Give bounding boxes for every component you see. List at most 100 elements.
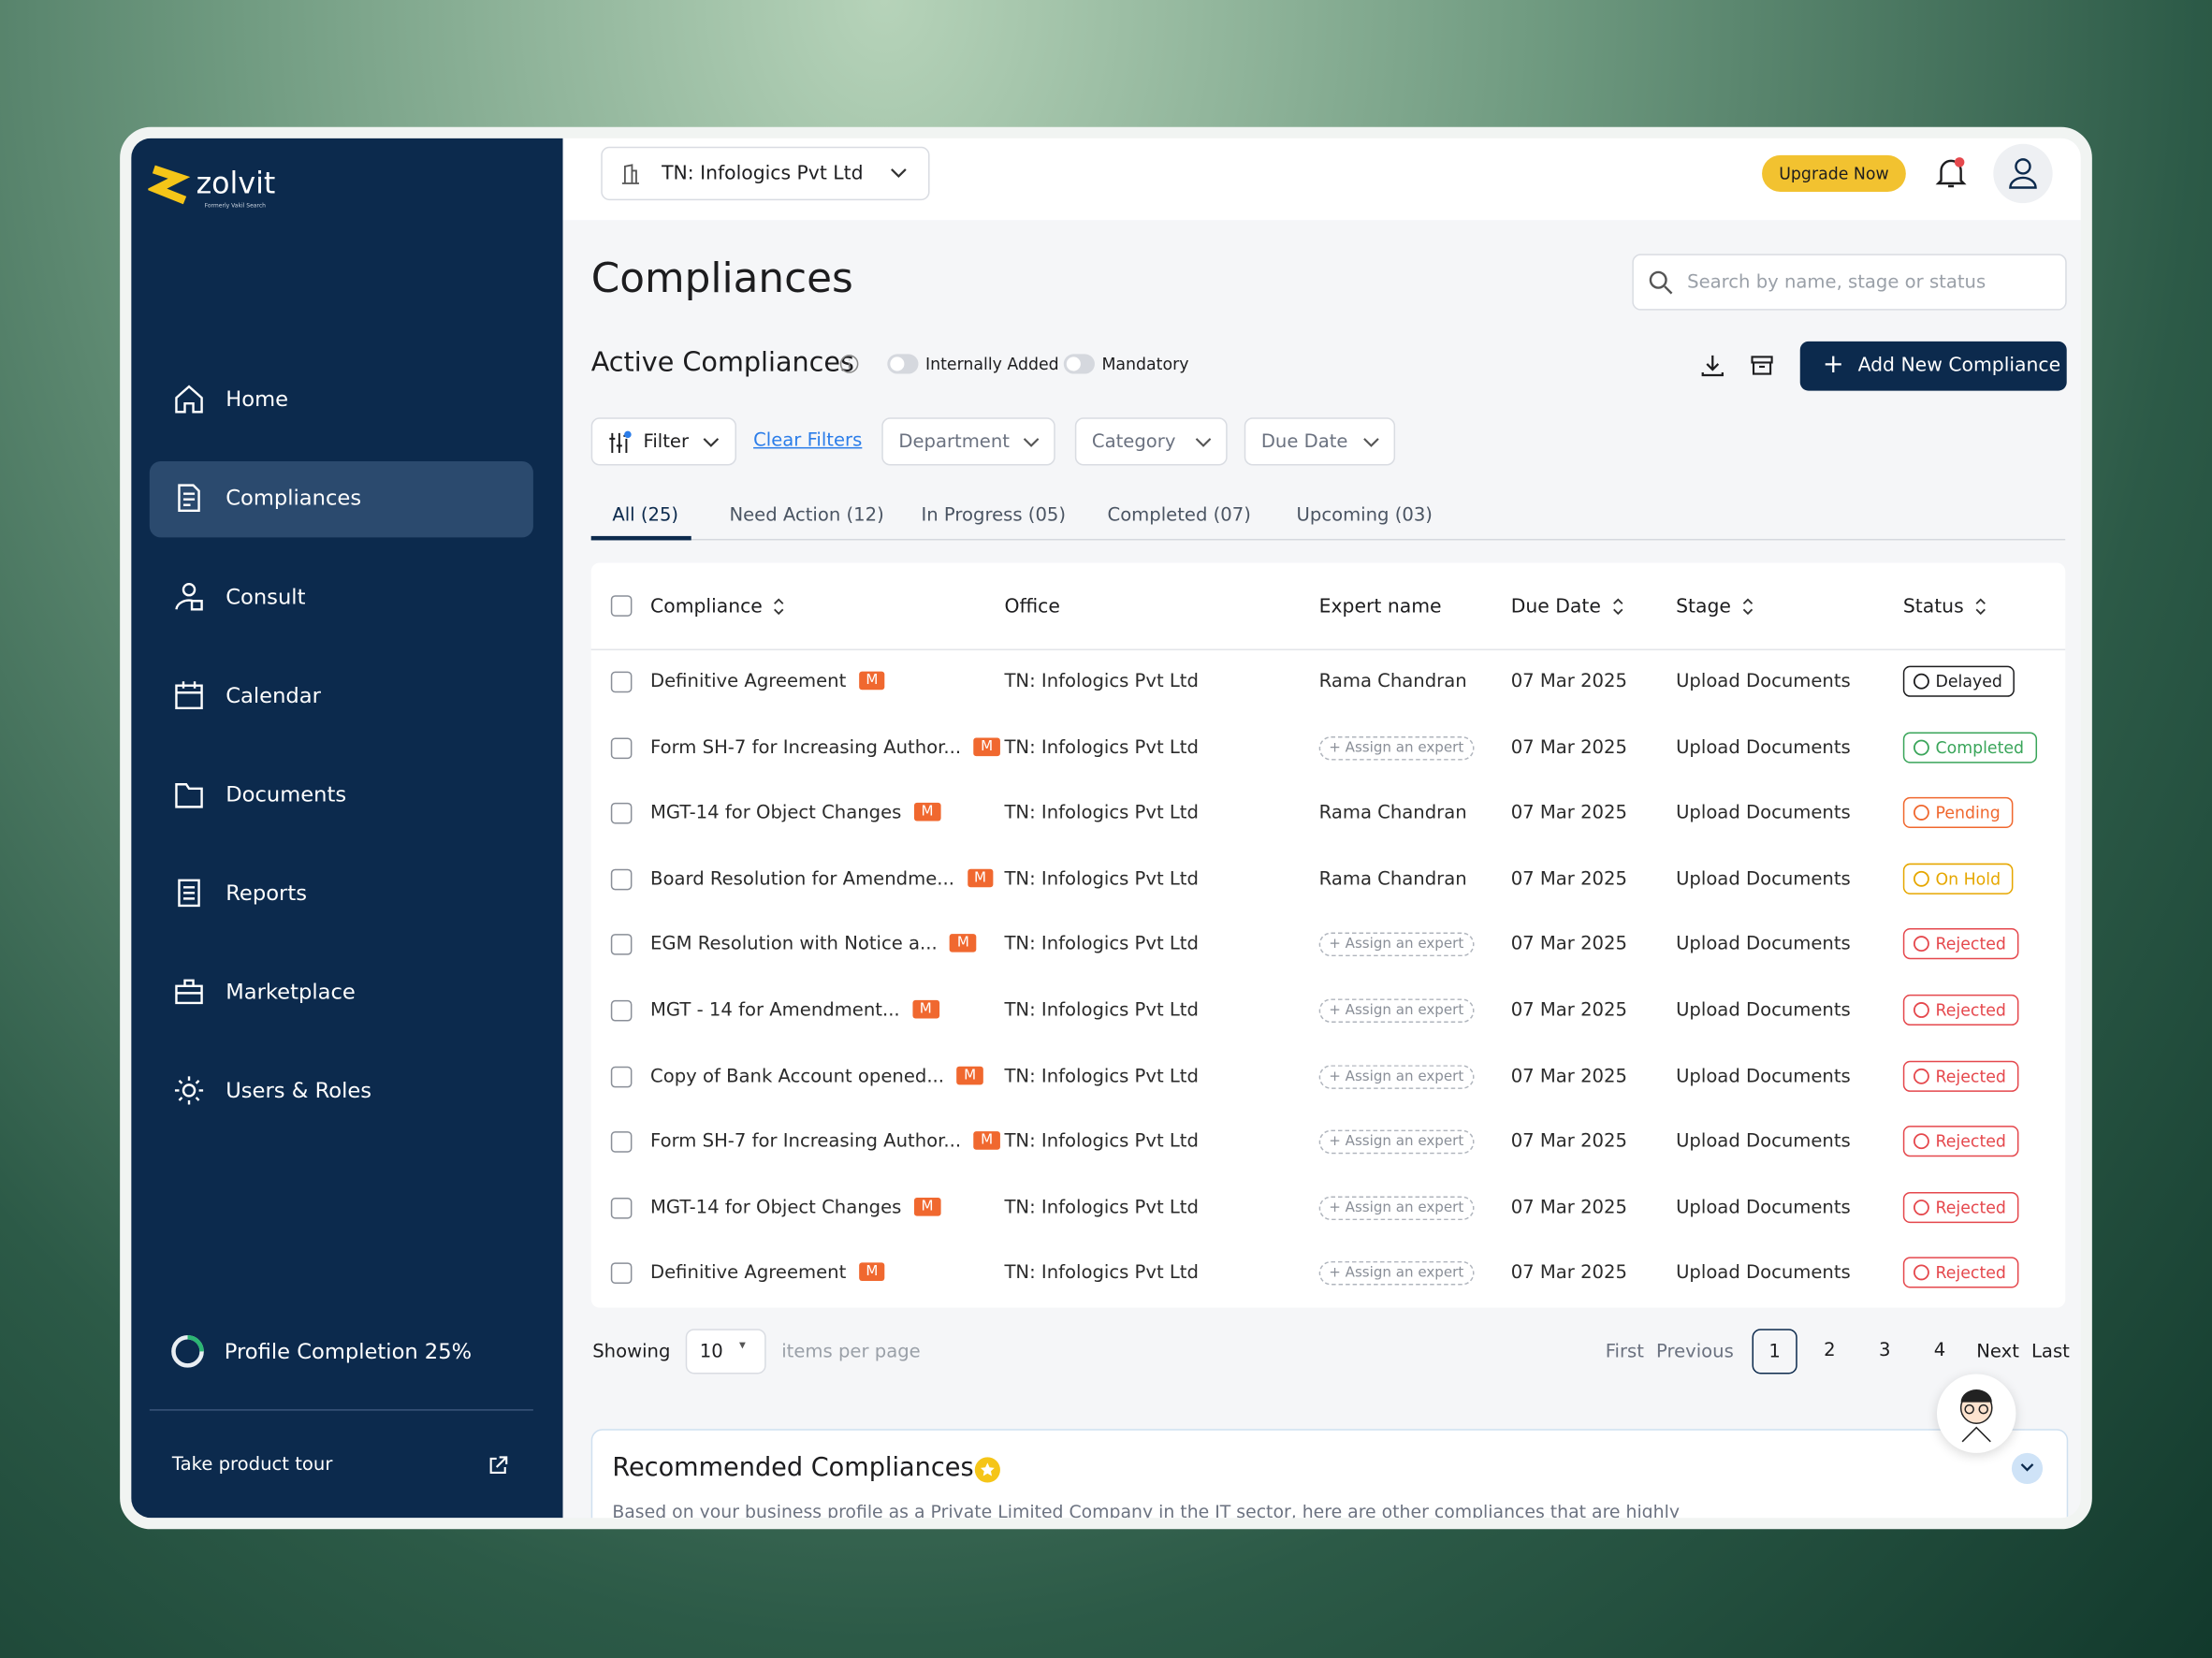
row-checkbox[interactable] [610,736,633,759]
assign-expert[interactable]: + Assign an expert [1318,1129,1474,1155]
compliance-name[interactable]: EGM Resolution with Notice a... M [650,934,977,955]
company-select[interactable]: TN: Infologics Pvt Ltd [601,146,930,201]
stage: Upload Documents [1676,736,1851,759]
compliance-name[interactable]: MGT-14 for Object Changes M [650,1197,941,1218]
due-date: 07 Mar 2025 [1510,736,1627,759]
tab[interactable]: All (25) [612,504,679,527]
assign-expert[interactable]: + Assign an expert [1318,735,1474,761]
row-checkbox[interactable] [610,999,633,1022]
row-checkbox[interactable] [610,868,633,891]
archive-icon[interactable] [1749,353,1774,378]
status-badge: Rejected [1902,1191,2019,1223]
toggle-switch[interactable] [1063,354,1095,374]
search-box[interactable]: Search by name, stage or status [1632,254,2067,311]
compliance-name[interactable]: Definitive Agreement M [650,1262,885,1285]
last-link[interactable]: Last [2031,1341,2070,1363]
assign-expert[interactable]: + Assign an expert [1318,1064,1474,1089]
page-number[interactable]: 2 [1824,1340,1836,1361]
status-badge: Rejected [1902,1060,2019,1092]
nav-item[interactable]: Consult [150,560,533,636]
filter-dropdown[interactable]: Due Date [1244,417,1396,466]
compliance-name[interactable]: Form SH-7 for Increasing Author... M [650,736,1000,759]
divider [149,1409,533,1411]
upgrade-button[interactable]: Upgrade Now [1762,154,1906,193]
filter-dropdown[interactable]: Department [881,417,1055,466]
row-checkbox[interactable] [610,1066,633,1087]
status-icon [1913,738,1929,755]
stage: Upload Documents [1676,1262,1851,1285]
assign-expert[interactable]: + Assign an expert [1318,998,1474,1024]
column-header[interactable]: Stage [1676,595,1754,618]
assign-expert[interactable]: + Assign an expert [1318,1196,1474,1220]
row-checkbox[interactable] [610,1262,633,1285]
column-header[interactable]: Compliance [650,595,785,618]
profile-value: 25% [424,1338,473,1364]
section-title: Active Compliances [590,346,854,379]
tab[interactable]: Need Action (12) [729,504,884,527]
tab[interactable]: Upcoming (03) [1296,504,1433,527]
nav-item[interactable]: Calendar [150,659,533,734]
row-checkbox[interactable] [610,803,633,824]
nav-item[interactable]: Compliances [149,461,533,538]
office: TN: Infologics Pvt Ltd [1004,1131,1199,1154]
row-checkbox[interactable] [610,1197,633,1219]
office: TN: Infologics Pvt Ltd [1004,803,1199,824]
toggle-label: Internally Added [925,354,1059,374]
page-number[interactable]: 3 [1878,1340,1891,1361]
row-checkbox[interactable] [610,934,633,956]
nav-item[interactable]: Documents [150,758,533,834]
stage: Upload Documents [1676,868,1851,891]
row-checkbox[interactable] [610,1131,633,1154]
compliance-name[interactable]: Copy of Bank Account opened... M [650,1066,983,1087]
assign-expert[interactable]: + Assign an expert [1318,1261,1474,1287]
select-all-checkbox[interactable] [610,595,633,617]
mandatory-badge: M [913,803,941,822]
nav-item[interactable]: Reports [150,856,533,932]
per-page-select[interactable]: 10 ▾ [685,1329,766,1374]
tab[interactable]: Completed (07) [1107,504,1251,527]
page-number[interactable]: 4 [1933,1340,1946,1361]
tab[interactable]: In Progress (05) [921,504,1067,527]
assign-expert[interactable]: + Assign an expert [1318,933,1474,957]
compliance-name[interactable]: MGT-14 for Object Changes M [650,803,941,824]
compliance-name[interactable]: Form SH-7 for Increasing Author... M [650,1131,1000,1153]
page-number[interactable]: 1 [1752,1329,1797,1374]
previous-link[interactable]: Previous [1655,1341,1734,1363]
filter-dropdown[interactable]: Category [1074,417,1228,466]
add-compliance-button[interactable]: + Add New Compliance [1799,341,2067,391]
nav-item[interactable]: Home [150,362,533,438]
bell-icon[interactable] [1934,155,1968,192]
chevron [1363,438,1379,447]
column-header: Office [1004,595,1060,618]
toggle-knob [890,356,905,371]
main: TN: Infologics Pvt Ltd Upgrade Now Compl… [562,138,2081,1519]
search-placeholder: Search by name, stage or status [1687,271,1986,294]
column-header[interactable]: Due Date [1511,595,1623,618]
nav-item[interactable]: Users & Roles [150,1054,533,1129]
office: TN: Infologics Pvt Ltd [1004,999,1199,1022]
filter-button[interactable]: Filter [590,417,736,466]
download-icon[interactable] [1700,353,1725,378]
collapse-button[interactable] [2011,1452,2044,1485]
column-header[interactable]: Status [1903,595,1986,618]
tour-link[interactable]: Take product tour [171,1454,333,1476]
search-icon [1649,270,1673,295]
compliance-name[interactable]: MGT - 14 for Amendment... M [650,999,939,1022]
status-badge: Rejected [1902,994,2019,1026]
nav-item[interactable]: Marketplace [150,955,533,1031]
avatar-button[interactable] [1993,143,2053,204]
compliance-name[interactable]: Board Resolution for Amendme... M [650,868,994,890]
info-icon[interactable] [839,354,859,373]
compliance-name[interactable]: Definitive Agreement M [650,671,885,692]
external-icon[interactable] [487,1454,509,1476]
next-link[interactable]: Next [1976,1341,2019,1363]
toggle-switch[interactable] [887,354,919,374]
row-checkbox[interactable] [610,671,633,693]
status-icon [1913,1068,1929,1084]
status-badge: Rejected [1902,1126,2019,1157]
mandatory-badge: M [912,999,939,1019]
assistant-avatar[interactable] [1937,1374,2016,1453]
plus-icon: + [1822,349,1844,380]
first-link[interactable]: First [1605,1341,1644,1363]
clear-filters[interactable]: Clear Filters [753,429,863,452]
